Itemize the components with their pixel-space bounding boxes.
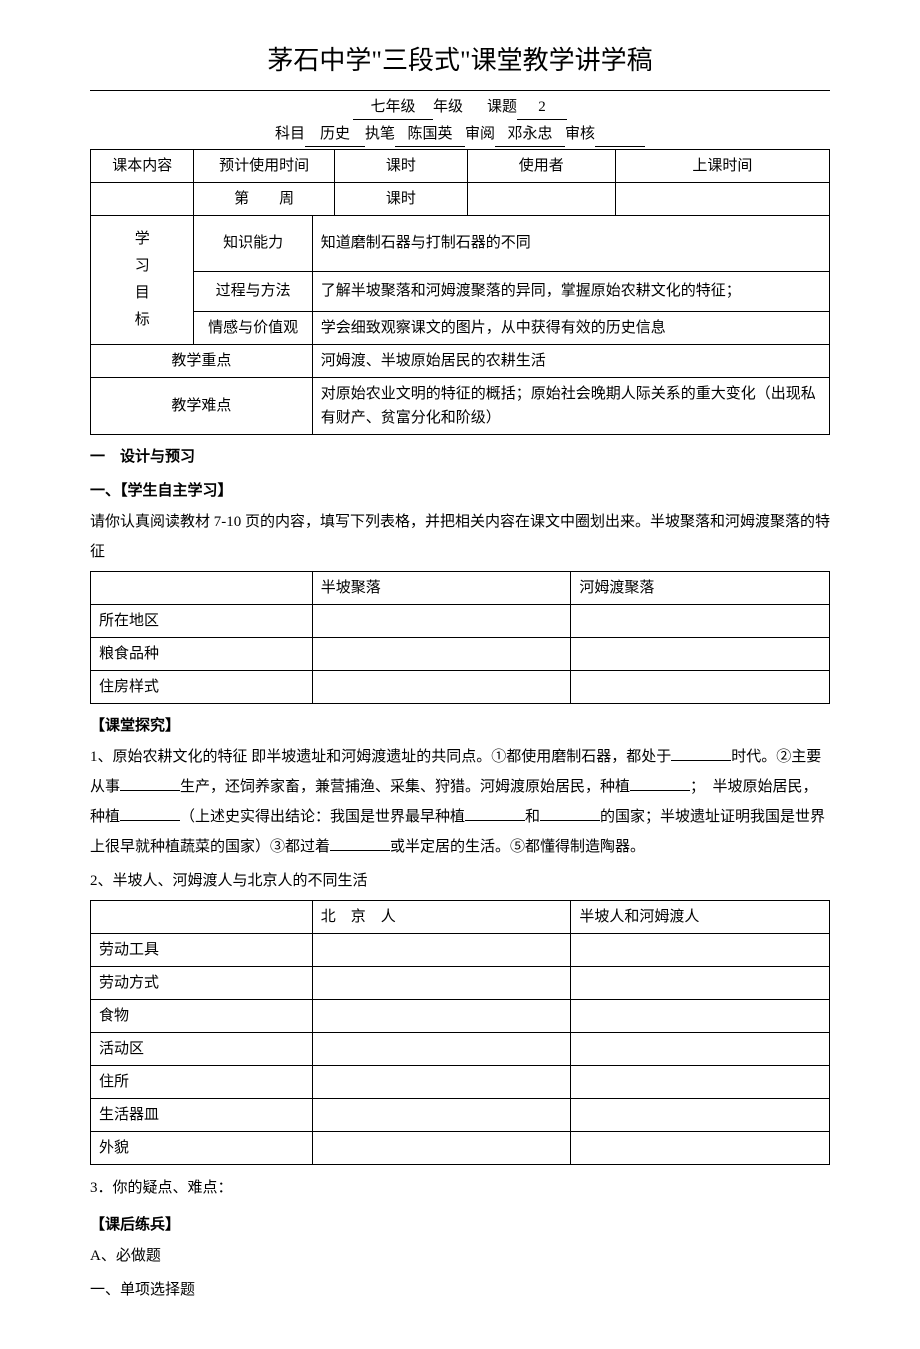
ft-r2: 粮食品种	[91, 637, 313, 670]
q1-b: 生产，还饲养家畜，兼营捕渔、采集、狩猎。河姆渡原始居民，种植	[180, 779, 630, 795]
emphasis-text: 河姆渡、半坡原始居民的农耕生活	[312, 344, 829, 377]
ft-r3c2	[312, 670, 571, 703]
ct-r6: 生活器皿	[91, 1098, 313, 1131]
ct-h3: 半坡人和河姆渡人	[571, 900, 830, 933]
info-r1c3: 课时	[334, 149, 467, 182]
info-r1c1: 课本内容	[91, 149, 194, 182]
feature-table: 半坡聚落 河姆渡聚落 所在地区 粮食品种 住房样式	[90, 571, 830, 704]
info-r2c0	[91, 182, 194, 215]
ft-r2c3	[571, 637, 830, 670]
q3: 3．你的疑点、难点：	[90, 1173, 830, 1203]
ft-r2c2	[312, 637, 571, 670]
obj-header: 学习目标	[91, 215, 194, 344]
q1-pre: 1、原始农耕文化的特征 即半坡遗址和河姆渡遗址的共同点。①都使用磨制石器，都处于	[90, 749, 671, 765]
explore-q1: 1、原始农耕文化的特征 即半坡遗址和河姆渡遗址的共同点。①都使用磨制石器，都处于…	[90, 742, 830, 862]
reviewer-value: 邓永忠	[495, 122, 565, 147]
ft-h1	[91, 571, 313, 604]
obj-r1-label: 知识能力	[194, 215, 312, 271]
explore-q2: 2、半坡人、河姆渡人与北京人的不同生活	[90, 866, 830, 896]
ct-r1: 劳动工具	[91, 933, 313, 966]
topic-label: 课题	[487, 95, 517, 120]
info-r2c3	[467, 182, 615, 215]
blank-1[interactable]	[671, 746, 731, 761]
ft-h3: 河姆渡聚落	[571, 571, 830, 604]
ft-r3c3	[571, 670, 830, 703]
compare-table: 北 京 人 半坡人和河姆渡人 劳动工具 劳动方式 食物 活动区 住所 生活器皿 …	[90, 900, 830, 1165]
obj-r2-label: 过程与方法	[194, 271, 312, 311]
blank-6[interactable]	[540, 806, 600, 821]
section-design: 一 设计与预习	[90, 445, 830, 469]
self-study-text: 请你认真阅读教材 7-10 页的内容，填写下列表格，并把相关内容在课文中圈划出来…	[90, 507, 830, 567]
ct-h2: 北 京 人	[312, 900, 571, 933]
ct-r4: 活动区	[91, 1032, 313, 1065]
approval-label: 审核	[565, 122, 595, 147]
info-r1c5: 上课时间	[615, 149, 829, 182]
ct-r6c2	[312, 1098, 571, 1131]
ct-r6c3	[571, 1098, 830, 1131]
blank-5[interactable]	[465, 806, 525, 821]
grade-value: 七年级	[353, 95, 433, 120]
info-r2c2: 课时	[334, 182, 467, 215]
blank-7[interactable]	[330, 836, 390, 851]
ct-r2c2	[312, 966, 571, 999]
ct-r2c3	[571, 966, 830, 999]
ct-r3c2	[312, 999, 571, 1032]
page-title: 茅石中学"三段式"课堂教学讲学稿	[90, 40, 830, 82]
ct-r4c2	[312, 1032, 571, 1065]
ft-r1: 所在地区	[91, 604, 313, 637]
writer-value: 陈国英	[395, 122, 465, 147]
meta-row-2: 科目 历史 执笔 陈国英 审阅 邓永忠 审核	[90, 122, 830, 147]
grade-label: 年级	[433, 95, 463, 120]
writer-label: 执笔	[365, 122, 395, 147]
ct-r3: 食物	[91, 999, 313, 1032]
blank-2[interactable]	[120, 776, 180, 791]
ft-r3: 住房样式	[91, 670, 313, 703]
subject-value: 历史	[305, 122, 365, 147]
title-underline	[90, 90, 830, 91]
ct-r5c3	[571, 1065, 830, 1098]
info-r1c4: 使用者	[467, 149, 615, 182]
blank-4[interactable]	[120, 806, 180, 821]
section-after: 【课后练兵】	[90, 1213, 830, 1237]
ct-r1c3	[571, 933, 830, 966]
ct-r7: 外貌	[91, 1131, 313, 1164]
subject-label: 科目	[275, 122, 305, 147]
section-self-study: 一、【学生自主学习】	[90, 479, 830, 503]
info-r1c2: 预计使用时间	[194, 149, 334, 182]
info-r2c1: 第 周	[194, 182, 334, 215]
reviewer-label: 审阅	[465, 122, 495, 147]
q1-d: （上述史实得出结论：我国是世界最早种植	[180, 809, 465, 825]
obj-r1-text: 知道磨制石器与打制石器的不同	[312, 215, 829, 271]
q1-g: 或半定居的生活。⑤都懂得制造陶器。	[390, 839, 645, 855]
info-r2c4	[615, 182, 829, 215]
ft-r1c2	[312, 604, 571, 637]
approval-value	[595, 122, 645, 147]
q1-e: 和	[525, 809, 540, 825]
emphasis-label: 教学重点	[91, 344, 313, 377]
obj-r2-text: 了解半坡聚落和河姆渡聚落的异同，掌握原始农耕文化的特征；	[312, 271, 829, 311]
topic-value: 2	[517, 95, 567, 120]
ct-r7c2	[312, 1131, 571, 1164]
obj-r3-text: 学会细致观察课文的图片，从中获得有效的历史信息	[312, 311, 829, 344]
ct-r2: 劳动方式	[91, 966, 313, 999]
ct-r5c2	[312, 1065, 571, 1098]
info-table: 课本内容 预计使用时间 课时 使用者 上课时间 第 周 课时	[90, 149, 830, 216]
section-explore: 【课堂探究】	[90, 714, 830, 738]
ct-r5: 住所	[91, 1065, 313, 1098]
ct-r4c3	[571, 1032, 830, 1065]
ft-h2: 半坡聚落	[312, 571, 571, 604]
ct-r7c3	[571, 1131, 830, 1164]
after-a: A、必做题	[90, 1241, 830, 1271]
meta-row-1: 七年级 年级 课题 2	[90, 95, 830, 120]
difficulty-text: 对原始农业文明的特征的概括；原始社会晚期人际关系的重大变化（出现私有财产、贫富分…	[312, 377, 829, 434]
obj-r3-label: 情感与价值观	[194, 311, 312, 344]
difficulty-label: 教学难点	[91, 377, 313, 434]
ct-h1	[91, 900, 313, 933]
ct-r3c3	[571, 999, 830, 1032]
ft-r1c3	[571, 604, 830, 637]
objectives-table: 学习目标 知识能力 知道磨制石器与打制石器的不同 过程与方法 了解半坡聚落和河姆…	[90, 215, 830, 435]
blank-3[interactable]	[630, 776, 690, 791]
ct-r1c2	[312, 933, 571, 966]
after-b: 一、单项选择题	[90, 1275, 830, 1305]
